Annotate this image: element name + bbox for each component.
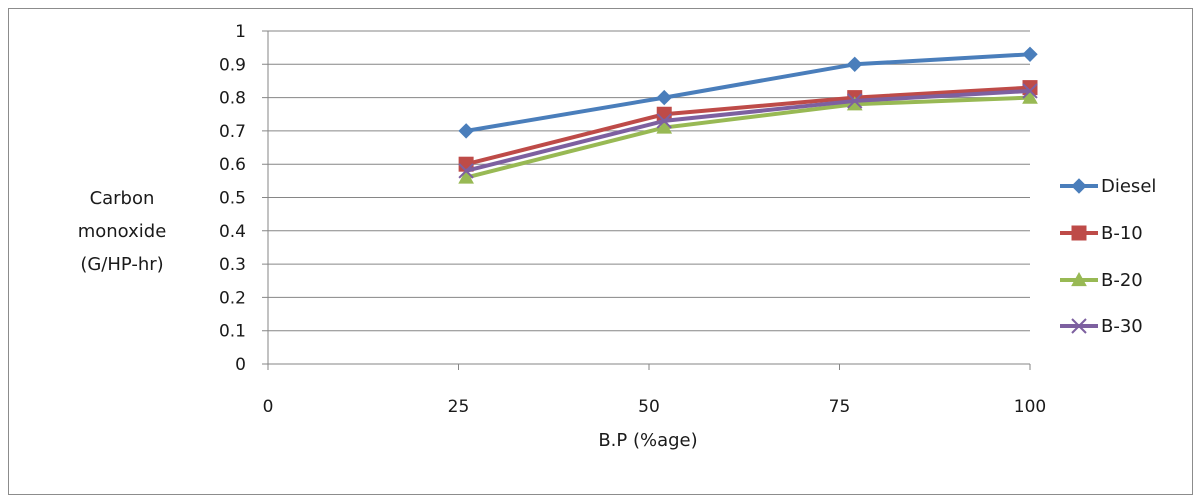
triangle-marker (1071, 271, 1087, 287)
series-b-30 (458, 83, 1038, 179)
y-tick-label: 0.4 (219, 222, 246, 242)
y-axis-label-line3: (G/HP-hr) (80, 254, 163, 275)
series-line (465, 85, 1031, 167)
y-tick-labels: 0 0.1 0.2 0.3 0.4 0.5 0.6 0.7 0.8 0.9 1 (219, 22, 246, 375)
data-series (458, 46, 1038, 184)
legend-label: Diesel (1101, 176, 1156, 197)
x-tick-labels: 0 25 50 75 100 (263, 397, 1047, 417)
series-diesel (458, 46, 1038, 139)
diamond-marker (847, 56, 863, 73)
diamond-marker (1022, 46, 1038, 63)
y-tick-label: 0.8 (219, 89, 246, 109)
y-tick-label: 0 (235, 355, 246, 375)
x-marker (656, 113, 672, 129)
series-line (465, 52, 1031, 133)
x-axis-label: B.P (%age) (598, 430, 697, 451)
legend-label: B-20 (1101, 270, 1143, 291)
series-line (465, 95, 1031, 180)
y-axis-label-line1: Carbon (90, 188, 155, 209)
diamond-marker (656, 89, 672, 106)
square-marker (1071, 225, 1087, 241)
legend-label: B-30 (1101, 316, 1143, 337)
series-line (465, 88, 1031, 173)
x-tick-label: 25 (448, 397, 470, 417)
header-strip (0, 0, 1202, 8)
y-axis-label-line2: monoxide (78, 221, 167, 242)
triangle-marker (1022, 89, 1038, 104)
x-marker (1022, 83, 1038, 99)
legend-item: Diesel (1060, 176, 1156, 197)
y-tick-label: 0.2 (219, 288, 246, 308)
x-tick-label: 50 (638, 397, 660, 417)
x-marker (458, 163, 474, 179)
x-tick-label: 100 (1014, 397, 1046, 417)
triangle-marker (656, 119, 673, 134)
y-tick-label: 0.6 (219, 155, 246, 175)
legend-label: B-10 (1101, 223, 1143, 244)
series-b-20 (458, 89, 1038, 184)
diamond-marker (458, 123, 474, 139)
y-tick-label: 0.3 (219, 255, 246, 275)
y-tick-label: 0.1 (219, 322, 246, 342)
gridlines (262, 30, 1031, 370)
legend-item: B-30 (1060, 316, 1143, 337)
legend-item: B-20 (1060, 270, 1143, 291)
diamond-marker (1071, 178, 1087, 194)
triangle-marker (458, 169, 474, 184)
x-tick-label: 0 (263, 397, 274, 417)
x-marker (1071, 318, 1087, 334)
y-tick-label: 0.5 (219, 189, 246, 209)
y-tick-label: 0.7 (219, 122, 246, 142)
legend: Diesel B-10 B-20 B-30 (1060, 176, 1156, 337)
legend-item: B-10 (1060, 223, 1143, 244)
x-marker (847, 93, 863, 109)
y-tick-label: 0.9 (219, 55, 246, 75)
x-tick-label: 75 (829, 397, 851, 417)
y-tick-label: 1 (235, 22, 246, 42)
